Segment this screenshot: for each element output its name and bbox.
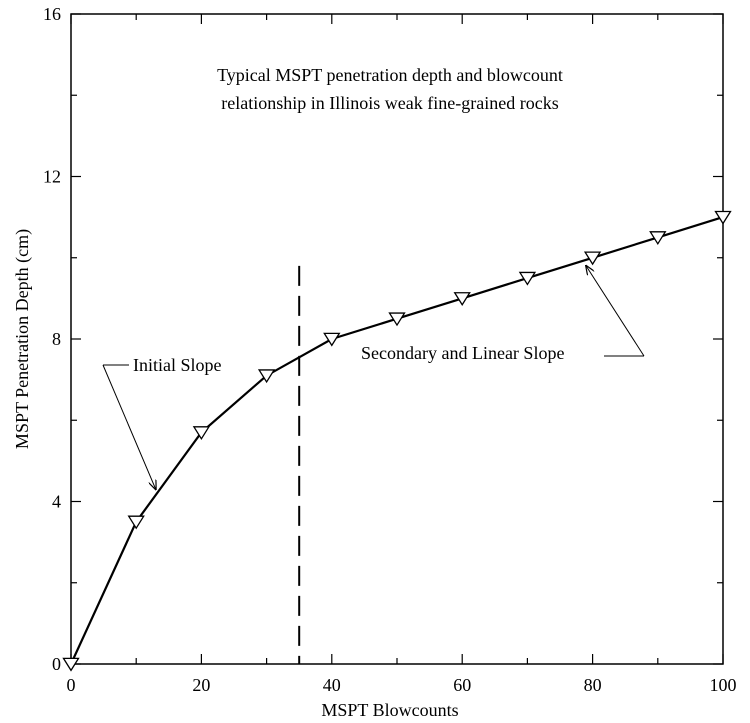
- series-line: [70, 216, 724, 665]
- data-point: [453, 292, 471, 306]
- chart-title-line-2: relationship in Illinois weak fine-grain…: [221, 93, 558, 113]
- tick-marks: [70, 13, 724, 665]
- x-tick-label: 60: [453, 675, 471, 695]
- x-tick-label: 80: [584, 675, 602, 695]
- y-tick-label: 0: [52, 654, 61, 674]
- data-point: [323, 332, 341, 347]
- x-tick-label: 20: [192, 675, 210, 695]
- data-point: [518, 271, 537, 286]
- chart-title-line-1: Typical MSPT penetration depth and blowc…: [217, 65, 563, 85]
- data-point: [62, 657, 80, 672]
- x-tick-label: 40: [323, 675, 341, 695]
- data-point: [388, 312, 406, 327]
- y-tick-label: 12: [43, 167, 61, 187]
- x-tick-label: 100: [710, 675, 737, 695]
- annotation-secondary-slope-arrow: [586, 266, 645, 357]
- data-markers: [62, 210, 732, 672]
- data-point: [714, 210, 732, 225]
- annotation-initial-slope-arrow: [102, 364, 156, 489]
- data-point: [257, 369, 276, 384]
- x-axis-title: MSPT Blowcounts: [321, 700, 458, 720]
- data-point: [192, 426, 211, 441]
- y-axis-title: MSPT Penetration Depth (cm): [12, 229, 33, 449]
- data-point: [649, 231, 667, 246]
- data-point: [127, 515, 145, 530]
- x-tick-labels: 0 20 40 60 80 100: [67, 675, 737, 695]
- x-tick-label: 0: [67, 675, 76, 695]
- y-tick-label: 16: [43, 4, 61, 24]
- y-tick-label: 4: [52, 492, 61, 512]
- y-tick-labels: 0 4 8 12 16: [43, 4, 61, 674]
- annotation-secondary-slope: Secondary and Linear Slope: [361, 343, 564, 363]
- data-point: [583, 251, 602, 266]
- annotation-initial-slope: Initial Slope: [133, 355, 222, 375]
- y-tick-label: 8: [52, 329, 61, 349]
